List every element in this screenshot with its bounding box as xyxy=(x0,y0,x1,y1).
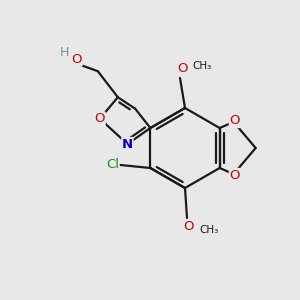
Text: Cl: Cl xyxy=(106,158,119,172)
Text: H: H xyxy=(60,46,70,59)
Text: O: O xyxy=(230,169,240,182)
Text: O: O xyxy=(230,115,240,128)
Text: O: O xyxy=(94,112,105,125)
Text: N: N xyxy=(122,138,133,151)
Text: CH₃: CH₃ xyxy=(199,225,218,235)
Text: O: O xyxy=(184,220,194,233)
Text: O: O xyxy=(72,53,82,66)
Text: CH₃: CH₃ xyxy=(192,61,211,71)
Text: O: O xyxy=(177,62,187,76)
